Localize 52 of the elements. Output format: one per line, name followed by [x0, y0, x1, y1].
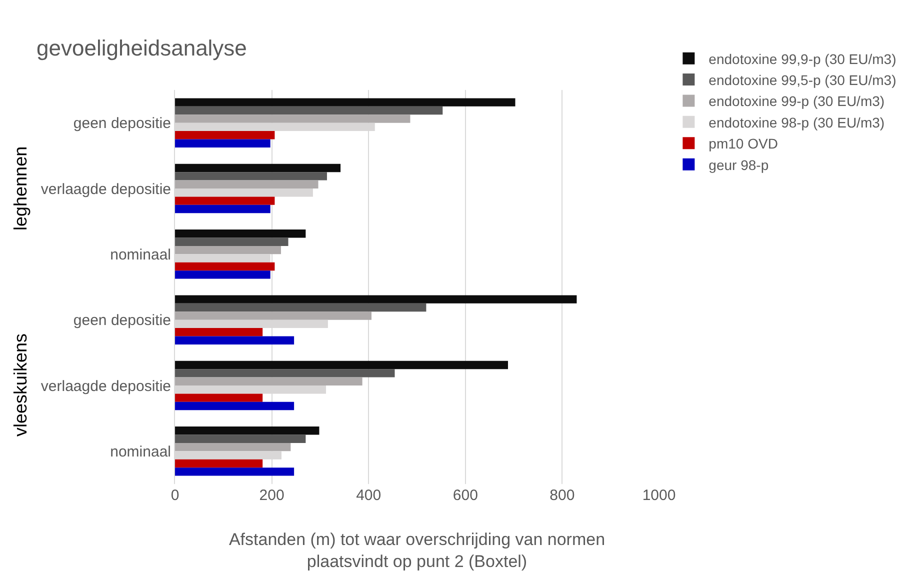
- bar: [175, 442, 291, 452]
- bar: [175, 180, 318, 188]
- x-tick-label: 0: [170, 487, 180, 504]
- bar: [175, 394, 263, 402]
- bar: [175, 402, 294, 410]
- bar: [175, 196, 275, 205]
- x-tick-label: 600: [452, 487, 478, 504]
- y-tick-label: verlaagde depositie: [40, 180, 171, 198]
- bar: [175, 114, 410, 123]
- bar: [175, 262, 275, 271]
- bar: [175, 164, 341, 172]
- bar: [175, 246, 281, 254]
- bar: [175, 336, 294, 344]
- legend-label: endotoxine 99,9-p (30 EU/m3): [708, 50, 896, 67]
- bar: [175, 106, 443, 115]
- bar: [175, 328, 263, 336]
- bar: [175, 172, 327, 180]
- bar: [175, 295, 577, 304]
- bar: [175, 369, 395, 378]
- bar: [175, 434, 306, 443]
- x-tick-label: 400: [356, 487, 382, 504]
- bar: [175, 270, 270, 279]
- y-tick-label: verlaagde depositie: [40, 378, 171, 395]
- bar: [175, 204, 270, 214]
- chart-title: gevoeligheidsanalyse: [36, 36, 247, 61]
- y-tick-label: geen depositie: [73, 115, 171, 132]
- y-tick-label: nominaal: [110, 443, 171, 460]
- bar: [175, 139, 270, 148]
- bar: [175, 360, 508, 370]
- text: vleeskuikens: [10, 333, 30, 436]
- x-axis-title: Afstanden (m) tot waar overschrijding van normen plaatsvindt op punt 2 (Boxtel): [228, 530, 606, 572]
- legend-label: endotoxine 99-p (30 EU/m3): [708, 93, 885, 110]
- legend-label: geur 98-p: [708, 156, 769, 173]
- bar: [175, 238, 288, 246]
- text: leghennen: [10, 146, 30, 230]
- bar: [175, 377, 362, 386]
- bar: [175, 426, 320, 435]
- bar: [175, 230, 306, 238]
- bar: [175, 312, 372, 320]
- legend-label: pm10 OVD: [708, 136, 778, 152]
- bar: [175, 468, 294, 476]
- legend-label: endotoxine 99,5-p (30 EU/m3): [708, 72, 896, 88]
- bar: [175, 459, 263, 468]
- bar: [175, 98, 516, 106]
- legend-label: endotoxine 98-p (30 EU/m3): [708, 114, 885, 130]
- y-tick-label: nominaal: [110, 246, 171, 264]
- y-tick-label: geen depositie: [73, 312, 171, 330]
- x-tick-label: 800: [550, 487, 575, 504]
- bar: [175, 131, 275, 140]
- x-tick-label: 1000: [642, 487, 676, 504]
- bar: [175, 303, 426, 312]
- x-tick-label: 200: [259, 487, 284, 504]
